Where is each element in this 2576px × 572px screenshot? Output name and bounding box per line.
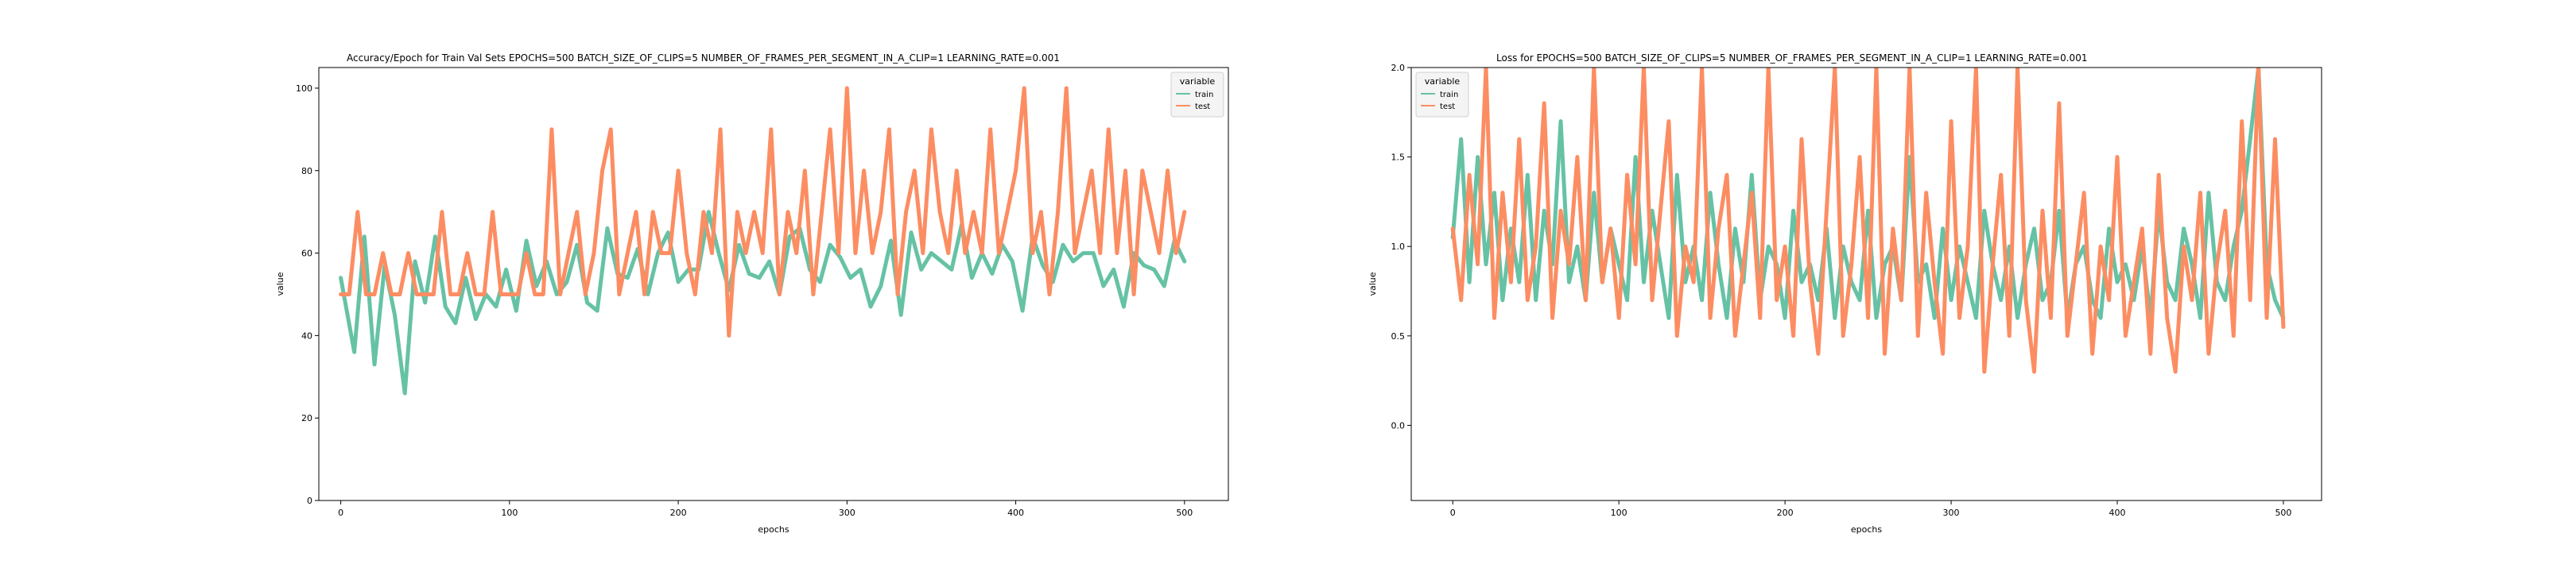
x-tick-label: 100 — [501, 508, 518, 518]
x-axis-label: epochs — [1851, 524, 1882, 535]
series-line-test — [1450, 68, 2286, 374]
y-tick-label: 20 — [301, 413, 312, 423]
chart-title: Accuracy/Epoch for Train Val Sets EPOCHS… — [347, 52, 1060, 64]
y-tick-label: 60 — [301, 249, 312, 259]
axes-frame — [1410, 67, 2322, 501]
legend-label-train: train — [1440, 91, 1458, 99]
legend: variable train test — [1170, 72, 1224, 118]
y-tick-label: 0.5 — [1391, 331, 1406, 342]
x-tick-label: 500 — [2275, 508, 2291, 518]
chart-panel-1: 0 100 200 300 400 500 0 20 40 60 80 100 epochs value A… — [275, 52, 1229, 535]
y-axis-label: value — [275, 272, 285, 296]
legend: variable train test — [1415, 72, 1469, 118]
y-tick-label: 0 — [307, 496, 312, 506]
y-tick-label: 100 — [296, 83, 312, 94]
legend-title: variable — [1425, 76, 1461, 87]
series-line-train — [339, 210, 1187, 396]
y-tick-label: 1.5 — [1391, 153, 1406, 163]
x-axis-label: epochs — [758, 524, 789, 535]
series-line-test — [339, 86, 1187, 338]
axes-frame — [318, 67, 1229, 501]
x-tick-label: 400 — [2109, 508, 2126, 518]
legend-title: variable — [1180, 76, 1216, 87]
series-group — [1450, 68, 2286, 374]
x-tick-label: 0 — [1450, 508, 1456, 518]
legend-label-test: test — [1440, 102, 1455, 111]
y-tick-label: 40 — [301, 330, 312, 341]
x-tick-label: 300 — [1943, 508, 1960, 518]
y-tick-label: 0.0 — [1391, 420, 1406, 431]
y-tick-label: 2.0 — [1391, 63, 1406, 73]
x-tick-label: 200 — [1777, 508, 1794, 518]
series-group — [339, 86, 1187, 396]
legend-label-test: test — [1195, 102, 1210, 111]
x-tick-label: 100 — [1611, 508, 1627, 518]
x-tick-label: 300 — [839, 508, 855, 518]
y-axis-label: value — [1368, 272, 1378, 296]
y-tick-label: 1.0 — [1391, 242, 1406, 252]
y-tick-label: 80 — [301, 166, 312, 176]
legend-label-train: train — [1195, 91, 1213, 99]
chart-title: Loss for EPOCHS=500 BATCH_SIZE_OF_CLIPS=… — [1496, 52, 2087, 64]
x-tick-label: 200 — [670, 508, 687, 518]
x-tick-label: 500 — [1176, 508, 1193, 518]
x-tick-label: 0 — [338, 508, 343, 518]
x-tick-label: 400 — [1007, 508, 1024, 518]
chart-panel-2: 0 100 200 300 400 500 0.0 0.5 1.0 1.5 2.0 epochs val… — [1368, 52, 2322, 535]
